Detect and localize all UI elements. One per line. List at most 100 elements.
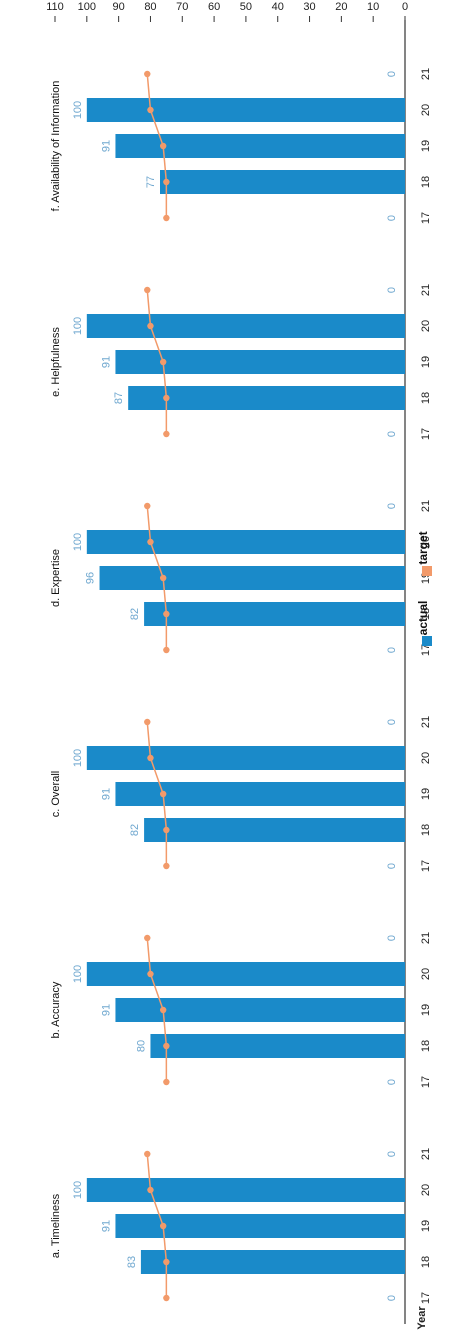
bar-actual — [86, 1178, 405, 1202]
bar-actual — [140, 1250, 405, 1274]
bar-data-label: 100 — [72, 749, 84, 767]
target-point — [163, 862, 170, 870]
bar-data-label: 0 — [386, 287, 398, 293]
bar-data-label: 83 — [126, 1256, 138, 1268]
bar-data-label: 91 — [100, 356, 112, 368]
bar-data-label: 0 — [386, 1151, 398, 1157]
x-axis-title: Year — [416, 1306, 428, 1330]
bar-data-label: 0 — [386, 1295, 398, 1301]
bar-actual — [86, 98, 405, 122]
panel-title: a. Timeliness — [50, 1193, 62, 1258]
target-point — [163, 1042, 170, 1050]
target-point — [159, 574, 167, 582]
bar-data-label: 100 — [72, 533, 84, 551]
panel-title: e. Helpfulness — [50, 327, 62, 397]
bar-actual — [115, 998, 405, 1022]
bar-data-label: 0 — [386, 935, 398, 941]
target-point — [159, 142, 167, 150]
target-point — [144, 1150, 151, 1158]
bar-data-label: 91 — [100, 1220, 112, 1232]
target-point — [163, 610, 170, 618]
bar-actual — [99, 566, 405, 590]
x-tick-label: 20 — [420, 752, 432, 764]
y-tick-label-40: 40 — [272, 1, 284, 13]
panel-title: b. Accuracy — [50, 981, 62, 1038]
x-tick-label: 18 — [420, 1256, 432, 1268]
bar-actual — [86, 314, 405, 338]
target-point — [147, 538, 154, 546]
y-tick-label-30: 30 — [303, 1, 315, 13]
bar-data-label: 0 — [386, 71, 398, 77]
target-point — [147, 970, 154, 978]
target-point — [147, 754, 154, 762]
bar-actual — [115, 782, 405, 806]
target-point — [163, 430, 170, 438]
y-tick-label-90: 90 — [113, 1, 125, 13]
bar-actual — [115, 134, 405, 158]
x-tick-label: 20 — [420, 320, 432, 332]
target-point — [144, 502, 151, 510]
target-point — [159, 358, 167, 366]
panel-title: f. Availability of Information — [50, 81, 62, 212]
panel-title: d. Expertise — [50, 549, 62, 607]
x-tick-label: 18 — [420, 824, 432, 836]
bar-data-label: 82 — [129, 824, 141, 836]
bar-actual — [150, 1034, 405, 1058]
bar-data-label: 0 — [386, 863, 398, 869]
panel-1: 17 18 19 20 21 0 80 91 100 0 b. Accuracy — [50, 932, 432, 1088]
x-tick-label: 19 — [420, 1220, 432, 1232]
x-tick-label: 19 — [420, 788, 432, 800]
x-tick-label: 21 — [420, 500, 432, 512]
y-tick-label-70: 70 — [176, 1, 188, 13]
y-tick-label-20: 20 — [335, 1, 347, 13]
y-tick-label-50: 50 — [240, 1, 252, 13]
panel-5: 17 18 19 20 21 0 77 91 100 0 f. Availability of In… — [50, 68, 432, 224]
bar-actual — [115, 350, 405, 374]
x-tick-label: 17 — [420, 428, 432, 440]
x-tick-label: 21 — [420, 284, 432, 296]
target-point — [159, 790, 167, 798]
x-tick-label: 20 — [420, 536, 432, 548]
target-point — [147, 1186, 154, 1194]
x-tick-label: 17 — [420, 644, 432, 656]
target-point — [147, 106, 154, 114]
x-tick-label: 18 — [420, 1040, 432, 1052]
bar-data-label: 0 — [386, 719, 398, 725]
y-tick-label-110: 110 — [46, 1, 64, 13]
x-tick-label: 20 — [420, 104, 432, 116]
bar-data-label: 91 — [100, 1004, 112, 1016]
bar-data-label: 87 — [113, 392, 125, 404]
bar-data-label: 0 — [386, 503, 398, 509]
x-tick-label: 19 — [420, 356, 432, 368]
legend-swatch-target — [422, 566, 432, 576]
target-point — [159, 1006, 167, 1014]
bar-actual — [115, 1214, 405, 1238]
bar-data-label: 0 — [386, 431, 398, 437]
bar-data-label: 100 — [72, 101, 84, 119]
target-point — [163, 1294, 170, 1302]
bar-actual — [86, 530, 405, 554]
y-tick-label-10: 10 — [367, 1, 379, 13]
x-tick-label: 17 — [420, 860, 432, 872]
bar-data-label: 91 — [100, 140, 112, 152]
bar-data-label: 0 — [386, 1079, 398, 1085]
x-tick-label: 17 — [420, 1292, 432, 1304]
bar-data-label: 77 — [145, 176, 157, 188]
x-tick-label: 18 — [420, 176, 432, 188]
target-point — [144, 934, 151, 942]
x-tick-label: 21 — [420, 1148, 432, 1160]
target-point — [144, 70, 151, 78]
bar-data-label: 0 — [386, 647, 398, 653]
bar-data-label: 91 — [100, 788, 112, 800]
y-tick-label-60: 60 — [208, 1, 220, 13]
bar-data-label: 100 — [72, 965, 84, 983]
target-point — [147, 322, 154, 330]
y-tick-label-100: 100 — [78, 1, 96, 13]
legend-label-actual: actual — [416, 601, 430, 636]
panel-2: 17 18 19 20 21 0 82 91 100 0 c. Overall — [50, 716, 432, 872]
target-point — [163, 646, 170, 654]
bar-data-label: 82 — [129, 608, 141, 620]
x-tick-label: 17 — [420, 1076, 432, 1088]
legend-swatch-actual — [422, 636, 432, 646]
